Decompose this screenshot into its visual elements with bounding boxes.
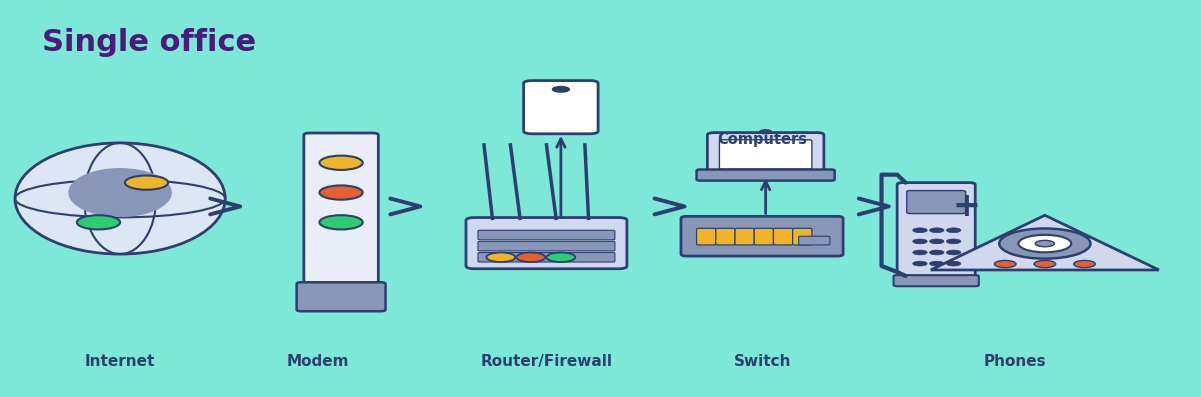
Polygon shape bbox=[931, 215, 1159, 270]
Circle shape bbox=[1035, 240, 1054, 247]
Circle shape bbox=[946, 228, 961, 233]
FancyBboxPatch shape bbox=[466, 218, 627, 269]
FancyBboxPatch shape bbox=[799, 236, 830, 245]
Circle shape bbox=[759, 130, 771, 134]
FancyBboxPatch shape bbox=[894, 275, 979, 286]
FancyBboxPatch shape bbox=[524, 81, 598, 134]
Circle shape bbox=[930, 239, 944, 244]
Circle shape bbox=[516, 252, 545, 262]
Circle shape bbox=[999, 228, 1091, 259]
Circle shape bbox=[1018, 235, 1071, 252]
Text: +: + bbox=[952, 190, 981, 223]
FancyBboxPatch shape bbox=[697, 170, 835, 181]
Circle shape bbox=[913, 261, 927, 266]
FancyBboxPatch shape bbox=[697, 228, 716, 245]
Circle shape bbox=[552, 87, 569, 92]
Text: Single office: Single office bbox=[42, 28, 256, 57]
Circle shape bbox=[946, 250, 961, 255]
FancyBboxPatch shape bbox=[719, 140, 812, 169]
Circle shape bbox=[946, 261, 961, 266]
Circle shape bbox=[77, 215, 120, 229]
Circle shape bbox=[913, 250, 927, 255]
Text: Phones: Phones bbox=[984, 354, 1046, 369]
FancyBboxPatch shape bbox=[897, 183, 975, 280]
Circle shape bbox=[913, 239, 927, 244]
Circle shape bbox=[319, 156, 363, 170]
FancyBboxPatch shape bbox=[10, 8, 1191, 387]
FancyBboxPatch shape bbox=[304, 133, 378, 288]
FancyBboxPatch shape bbox=[735, 228, 754, 245]
FancyBboxPatch shape bbox=[754, 228, 773, 245]
Circle shape bbox=[1034, 260, 1056, 268]
FancyBboxPatch shape bbox=[907, 191, 966, 214]
Text: Switch: Switch bbox=[734, 354, 791, 369]
Ellipse shape bbox=[70, 169, 172, 216]
Text: Computers: Computers bbox=[718, 132, 807, 147]
Circle shape bbox=[125, 175, 168, 190]
FancyBboxPatch shape bbox=[297, 282, 386, 311]
Circle shape bbox=[930, 250, 944, 255]
Circle shape bbox=[1074, 260, 1095, 268]
FancyBboxPatch shape bbox=[478, 252, 615, 262]
Ellipse shape bbox=[16, 143, 226, 254]
FancyBboxPatch shape bbox=[793, 228, 812, 245]
Circle shape bbox=[319, 185, 363, 200]
FancyBboxPatch shape bbox=[707, 133, 824, 173]
Circle shape bbox=[486, 252, 515, 262]
Text: Internet: Internet bbox=[85, 354, 155, 369]
Circle shape bbox=[994, 260, 1016, 268]
FancyBboxPatch shape bbox=[716, 228, 735, 245]
Circle shape bbox=[913, 228, 927, 233]
FancyBboxPatch shape bbox=[478, 230, 615, 240]
Circle shape bbox=[546, 252, 575, 262]
FancyBboxPatch shape bbox=[773, 228, 793, 245]
FancyBboxPatch shape bbox=[681, 216, 843, 256]
Circle shape bbox=[946, 239, 961, 244]
Circle shape bbox=[319, 215, 363, 229]
Text: Router/Firewall: Router/Firewall bbox=[480, 354, 613, 369]
Circle shape bbox=[930, 228, 944, 233]
Circle shape bbox=[930, 261, 944, 266]
FancyBboxPatch shape bbox=[478, 241, 615, 251]
Text: Modem: Modem bbox=[287, 354, 349, 369]
